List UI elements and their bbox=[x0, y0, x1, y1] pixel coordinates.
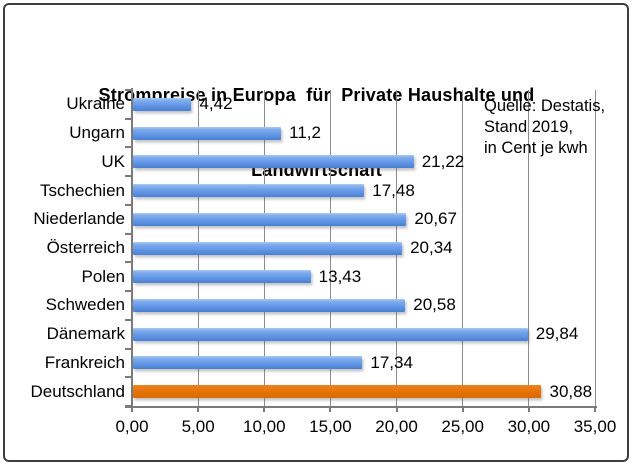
source-annotation-line-3: in Cent je kwh bbox=[484, 139, 588, 157]
bar-schweden bbox=[133, 298, 406, 312]
source-annotation-line-1: Quelle: Destatis, bbox=[484, 97, 606, 115]
category-label-ukraine: Ukraine bbox=[66, 94, 125, 114]
bar-ukraine bbox=[133, 97, 192, 111]
y-axis-tick bbox=[125, 117, 131, 120]
value-label-uk: 21,22 bbox=[421, 151, 465, 171]
category-axis-line bbox=[131, 88, 133, 406]
source-annotation: Quelle: Destatis, Stand 2019, in Cent je… bbox=[484, 96, 605, 159]
y-axis-tick bbox=[125, 347, 131, 350]
value-label-niederlande: 20,67 bbox=[414, 209, 457, 229]
x-axis-tick bbox=[527, 406, 530, 412]
x-axis-tick bbox=[461, 406, 464, 412]
x-axis-tick bbox=[197, 406, 200, 412]
value-label-schweden: 20,58 bbox=[413, 295, 456, 315]
category-label-frankreich: Frankreich bbox=[44, 352, 125, 372]
x-axis-tick bbox=[131, 406, 133, 412]
gridline bbox=[594, 90, 596, 406]
value-label-tschechien: 17,48 bbox=[372, 180, 415, 200]
x-axis-label: 5,00 bbox=[181, 417, 215, 436]
y-axis-tick bbox=[125, 89, 131, 91]
bar-deutschland bbox=[133, 385, 542, 399]
y-axis-tick bbox=[125, 232, 131, 235]
bar-frankreich bbox=[133, 356, 363, 370]
y-axis-tick bbox=[125, 146, 131, 149]
bar--sterreich bbox=[133, 241, 403, 255]
x-axis-label: 25,00 bbox=[441, 417, 484, 436]
x-axis-tick bbox=[263, 406, 266, 412]
bar-tschechien bbox=[133, 184, 365, 198]
y-axis-tick bbox=[125, 290, 131, 293]
bar-uk bbox=[133, 155, 414, 169]
value-label-frankreich: 17,34 bbox=[370, 352, 413, 372]
category-label-schweden: Schweden bbox=[45, 295, 125, 315]
value-label-ukraine: 4,42 bbox=[199, 94, 233, 114]
x-axis-label: 30,00 bbox=[507, 417, 551, 436]
chart-border bbox=[3, 3, 629, 462]
x-axis-label: 35,00 bbox=[573, 417, 617, 436]
y-axis-tick bbox=[125, 175, 131, 178]
gridline bbox=[462, 90, 464, 406]
y-axis-tick bbox=[125, 318, 131, 321]
value-axis-line bbox=[125, 406, 597, 408]
category-label-niederlande: Niederlande bbox=[33, 209, 125, 229]
bar-polen bbox=[133, 270, 311, 284]
x-axis-tick bbox=[395, 406, 398, 412]
y-axis-tick bbox=[125, 261, 131, 264]
value-label-deutschland: 30,88 bbox=[549, 381, 593, 401]
source-annotation-line-2: Stand 2019, bbox=[484, 118, 573, 136]
category-label-tschechien: Tschechien bbox=[39, 180, 125, 200]
category-label-polen: Polen bbox=[81, 266, 125, 286]
category-label--sterreich: Österreich bbox=[46, 238, 125, 257]
x-axis-label: 15,00 bbox=[309, 417, 352, 436]
bar-ungarn bbox=[133, 126, 282, 140]
y-axis-tick bbox=[125, 376, 131, 379]
category-label-d-nemark: Dänemark bbox=[46, 324, 125, 344]
bar-d-nemark bbox=[133, 327, 528, 341]
x-axis-label: 20,00 bbox=[375, 417, 418, 436]
category-label-ungarn: Ungarn bbox=[69, 123, 125, 143]
bar-niederlande bbox=[133, 212, 407, 226]
value-label-ungarn: 11,2 bbox=[289, 123, 321, 143]
category-label-uk: UK bbox=[101, 151, 125, 171]
category-label-deutschland: Deutschland bbox=[30, 381, 125, 401]
value-label-d-nemark: 29,84 bbox=[535, 324, 579, 344]
y-axis-tick bbox=[125, 203, 131, 206]
gridline bbox=[528, 90, 530, 406]
x-axis-tick bbox=[594, 406, 596, 412]
value-label--sterreich: 20,34 bbox=[410, 238, 453, 257]
x-axis-tick bbox=[329, 406, 332, 412]
value-label-polen: 13,43 bbox=[318, 266, 362, 286]
x-axis-label: 10,00 bbox=[243, 417, 286, 436]
x-axis-label: 0,00 bbox=[115, 417, 149, 436]
chart-title-line-1: Strompreise in Europa für Private Hausha… bbox=[98, 85, 535, 105]
